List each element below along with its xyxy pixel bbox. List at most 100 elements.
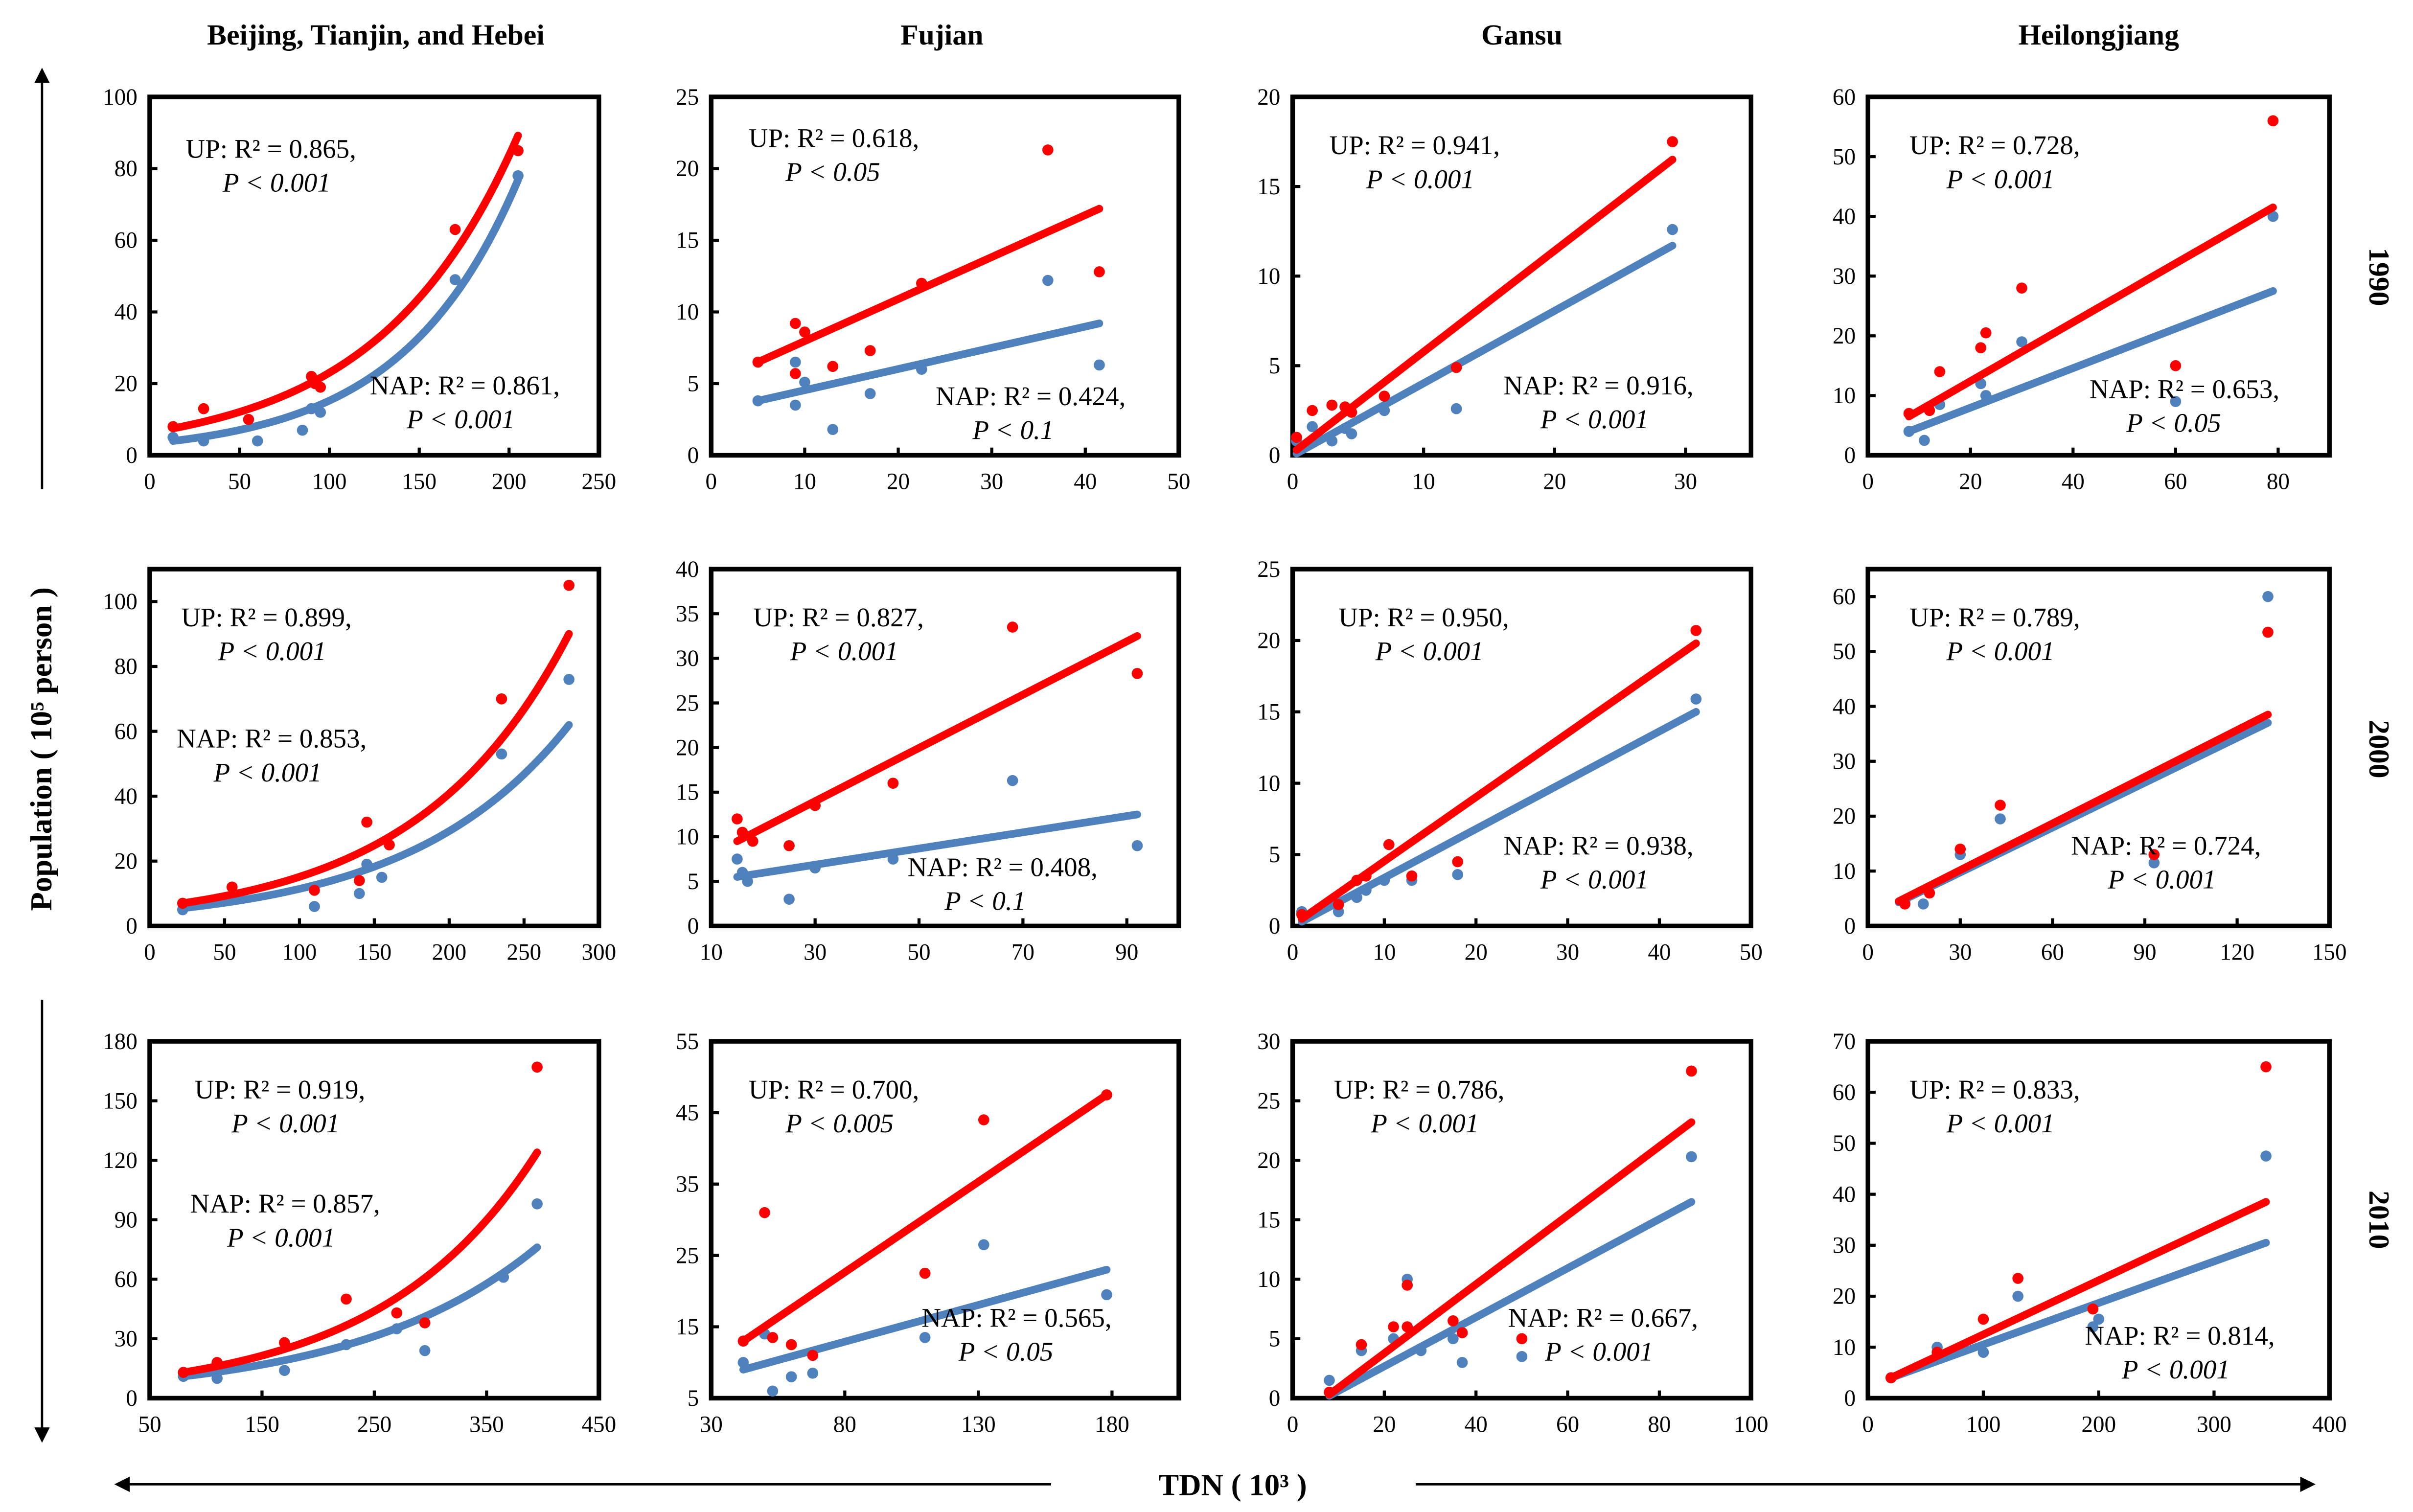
panel-heilongjiang-2000: 0 30 60 90 120 150 0 10 20 30 40 50 60 UP: R² = 0.789… xyxy=(1833,567,2347,965)
up-point xyxy=(790,318,801,329)
x-tick-label: 0 xyxy=(144,469,156,495)
x-tick-label: 30 xyxy=(1556,940,1579,965)
y-tick-label: 0 xyxy=(1269,443,1281,468)
y-tick-label: 20 xyxy=(1257,85,1280,110)
y-tick-label: 10 xyxy=(1833,1335,1856,1360)
x-tick-label: 10 xyxy=(1373,940,1396,965)
y-tick-label: 60 xyxy=(115,228,138,253)
y-tick-label: 30 xyxy=(1833,1233,1856,1259)
up-point xyxy=(2170,360,2182,371)
y-tick-label: 20 xyxy=(1257,628,1280,654)
up-point xyxy=(341,1293,352,1305)
up-p-label: P < 0.001 xyxy=(218,636,326,666)
nap-point xyxy=(887,853,899,865)
up-point xyxy=(1007,621,1018,633)
x-tick-label: 200 xyxy=(432,940,467,965)
up-point xyxy=(1356,1339,1367,1351)
y-tick-label: 40 xyxy=(115,299,138,325)
panel-fujian-2010: 30 80 130 180 5 15 25 35 45 55 UP: R² = 0.700, P < … xyxy=(676,1029,1181,1438)
nap-point xyxy=(827,424,839,435)
nap-r2-label: NAP: R² = 0.814, xyxy=(2085,1321,2275,1351)
y-tick-label: 10 xyxy=(1257,771,1280,796)
nap-point xyxy=(309,901,320,912)
up-point xyxy=(1307,405,1318,416)
up-r2-label: UP: R² = 0.833, xyxy=(1909,1075,2080,1104)
x-tick-label: 80 xyxy=(2267,469,2290,495)
nap-point xyxy=(361,859,372,870)
up-fit-line xyxy=(754,205,1103,366)
up-point xyxy=(732,813,743,825)
nap-r2-label: NAP: R² = 0.408, xyxy=(908,852,1098,882)
up-point xyxy=(1450,362,1462,373)
y-tick-label: 50 xyxy=(1833,639,1856,664)
y-axis-label: Population ( 10⁵ person ) xyxy=(24,587,58,911)
up-r2-label: UP: R² = 0.786, xyxy=(1334,1075,1505,1104)
panel-gansu-1990: 0 10 20 30 0 5 10 15 20 UP: R² = 0.941, P < 0.001 N… xyxy=(1257,85,1753,495)
plot-frame xyxy=(1290,567,1753,929)
x-tick-label: 60 xyxy=(2164,469,2187,495)
up-point xyxy=(1903,408,1915,419)
up-fit-line xyxy=(1887,1198,2270,1382)
y-tick-label: 25 xyxy=(676,1243,699,1268)
nap-point xyxy=(2087,1321,2099,1332)
x-tick-label: 50 xyxy=(228,469,251,495)
y-tick-label: 70 xyxy=(1833,1029,1856,1054)
x-tick-label: 70 xyxy=(1011,940,1034,965)
y-tick-label: 60 xyxy=(1833,85,1856,110)
x-tick-label: 20 xyxy=(1959,469,1982,495)
nap-point xyxy=(916,364,927,375)
x-tick-label: 0 xyxy=(1862,940,1874,965)
up-fit-line xyxy=(179,1148,541,1376)
plot-frame xyxy=(1865,1039,2332,1401)
nap-point xyxy=(391,1323,403,1334)
y-tick-label: 100 xyxy=(103,589,138,615)
y-tick-label: 20 xyxy=(1257,1148,1280,1173)
up-point xyxy=(496,693,507,705)
up-r2-label: UP: R² = 0.728, xyxy=(1909,130,2080,160)
x-tick-label: 250 xyxy=(507,940,542,965)
nap-point xyxy=(2170,396,2182,407)
up-fit-line xyxy=(739,1091,1111,1345)
nap-point xyxy=(341,1339,352,1351)
y-tick-label: 0 xyxy=(1269,914,1281,939)
up-point xyxy=(736,826,748,838)
up-point xyxy=(1924,887,1935,899)
nap-point xyxy=(732,853,743,865)
nap-point xyxy=(1007,775,1018,786)
x-tick-label: 30 xyxy=(1674,469,1697,495)
nap-p-label: P < 0.001 xyxy=(1540,404,1649,434)
up-point xyxy=(563,579,575,591)
y-tick-label: 20 xyxy=(1833,804,1856,829)
x-tick-label: 10 xyxy=(700,940,723,965)
y-tick-label: 35 xyxy=(676,601,699,627)
column-title-heilongjiang: Heilongjiang xyxy=(2018,19,2179,51)
nap-point xyxy=(419,1345,431,1356)
up-fit-line xyxy=(1895,710,2272,905)
x-tick-label: 20 xyxy=(1543,469,1566,495)
nap-r2-label: NAP: R² = 0.667, xyxy=(1508,1303,1698,1333)
nap-point xyxy=(1686,1151,1697,1163)
up-r2-label: UP: R² = 0.700, xyxy=(749,1075,919,1104)
plot-frame xyxy=(147,94,601,458)
up-p-label: P < 0.001 xyxy=(790,636,898,666)
x-tick-label: 20 xyxy=(887,469,910,495)
up-point xyxy=(226,881,238,893)
up-point xyxy=(1402,1321,1413,1332)
y-tick-label: 15 xyxy=(1257,1207,1280,1233)
nap-fit-line xyxy=(739,1265,1111,1374)
y-tick-label: 50 xyxy=(1833,144,1856,170)
nap-point xyxy=(167,432,179,443)
y-tick-label: 40 xyxy=(1833,694,1856,719)
nap-point xyxy=(2016,336,2027,347)
up-point xyxy=(799,326,810,338)
x-tick-label: 400 xyxy=(2312,1412,2347,1438)
panel-heilongjiang-1990: 0 20 40 60 80 0 10 20 30 40 50 60 UP: R² = 0.728, P <… xyxy=(1833,85,2332,495)
x-tick-label: 180 xyxy=(1095,1412,1129,1438)
up-point xyxy=(1980,327,1992,339)
nap-r2-label: NAP: R² = 0.853, xyxy=(177,724,367,754)
nap-r2-label: NAP: R² = 0.565, xyxy=(921,1303,1111,1333)
x-tick-label: 0 xyxy=(1862,1412,1874,1438)
x-tick-label: 0 xyxy=(1287,1412,1299,1438)
y-tick-label: 30 xyxy=(1257,1029,1280,1054)
nap-point xyxy=(752,395,764,407)
